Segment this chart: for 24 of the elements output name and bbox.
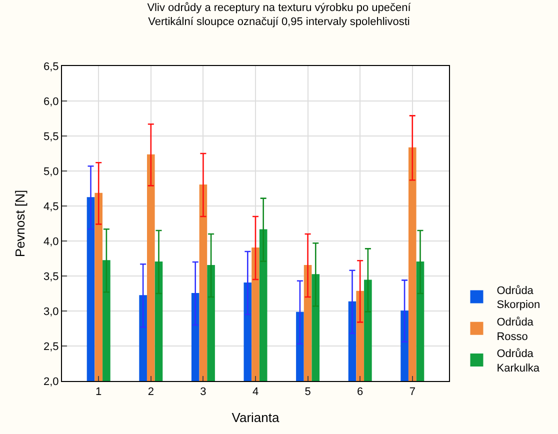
legend-label: Odrůda Skorpion bbox=[496, 284, 540, 312]
y-tick-label: 2,0 bbox=[44, 376, 59, 388]
x-tick-label: 7 bbox=[409, 386, 416, 398]
x-tick-label: 1 bbox=[96, 386, 102, 398]
y-tick-label: 4,5 bbox=[44, 200, 59, 213]
y-tick-label: 5,0 bbox=[44, 166, 59, 178]
legend-label: Odrůda Karkulka bbox=[496, 348, 540, 374]
y-tick-label: 3,5 bbox=[44, 270, 59, 283]
chart-title: Vliv odrůdy a receptury na texturu výrobku po upečení bbox=[147, 2, 412, 14]
y-tick-label: 5,5 bbox=[44, 130, 59, 143]
y-tick-label: 3,0 bbox=[44, 306, 59, 318]
y-tick-label: 2,5 bbox=[44, 340, 59, 353]
legend-label: Odrůda Rosso bbox=[496, 316, 534, 343]
x-axis-title: Varianta bbox=[232, 410, 280, 425]
y-tick-label: 6,5 bbox=[44, 60, 59, 73]
chart-subtitle: Vertikální sloupce označují 0,95 intervaly spolehlivosti bbox=[148, 16, 410, 28]
y-axis-title: Pevnost [N] bbox=[12, 190, 28, 258]
x-tick-label: 3 bbox=[200, 386, 206, 398]
x-tick-label: 2 bbox=[148, 386, 154, 398]
x-tick-label: 4 bbox=[252, 386, 259, 398]
y-tick-label: 6,0 bbox=[44, 96, 59, 108]
x-tick-label: 6 bbox=[357, 386, 364, 398]
x-tick-label: 5 bbox=[304, 386, 311, 398]
y-tick-label: 4,0 bbox=[44, 236, 59, 248]
